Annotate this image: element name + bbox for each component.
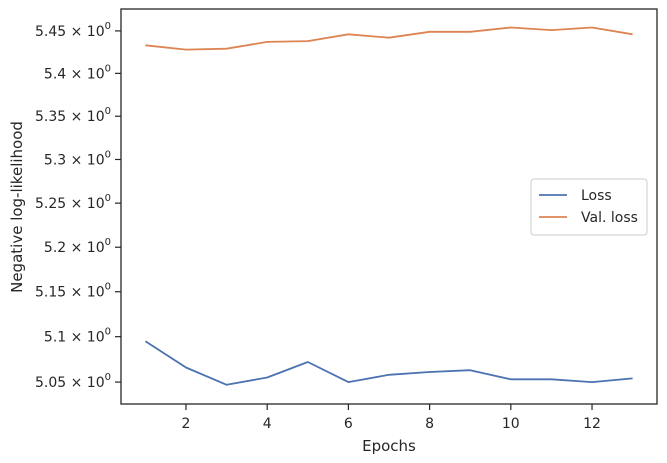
- y-tick-label: 5.4 × 100: [44, 63, 111, 82]
- series-line-loss: [144, 340, 633, 386]
- y-tick-label: 5.15 × 100: [35, 282, 111, 301]
- x-tick-label: 12: [583, 416, 601, 432]
- axes-frame: [120, 8, 658, 405]
- y-tick-label: 5.3 × 100: [44, 149, 111, 168]
- y-tick-label: 5.2 × 100: [44, 237, 111, 256]
- y-tick-label: 5.1 × 100: [44, 327, 111, 346]
- series-line-val-loss: [145, 26, 633, 51]
- series-lines: [144, 26, 633, 386]
- y-tick-label: 5.25 × 100: [35, 193, 111, 212]
- y-axis-title: Negative log-likelihood: [8, 121, 26, 293]
- x-tick-label: 6: [344, 416, 353, 432]
- legend-label: Loss: [581, 188, 612, 204]
- legend-label: Val. loss: [581, 210, 638, 226]
- legend: Loss Val. loss: [530, 178, 648, 236]
- x-tick-label: 8: [425, 416, 434, 432]
- legend-box: [530, 178, 648, 236]
- x-axis: 2 4 6 8 10 12: [182, 404, 601, 432]
- x-tick-label: 4: [263, 416, 272, 432]
- x-tick-label: 2: [182, 416, 191, 432]
- y-tick-label: 5.35 × 100: [35, 106, 111, 125]
- x-tick-label: 10: [502, 416, 520, 432]
- x-axis-title: Epochs: [362, 437, 416, 455]
- plot-border: [120, 8, 658, 405]
- y-axis: 5.05 × 100 5.1 × 100 5.15 × 100 5.2 × 100 5.…: [35, 21, 121, 391]
- y-tick-label: 5.45 × 100: [35, 21, 111, 40]
- y-tick-label: 5.05 × 100: [35, 372, 111, 391]
